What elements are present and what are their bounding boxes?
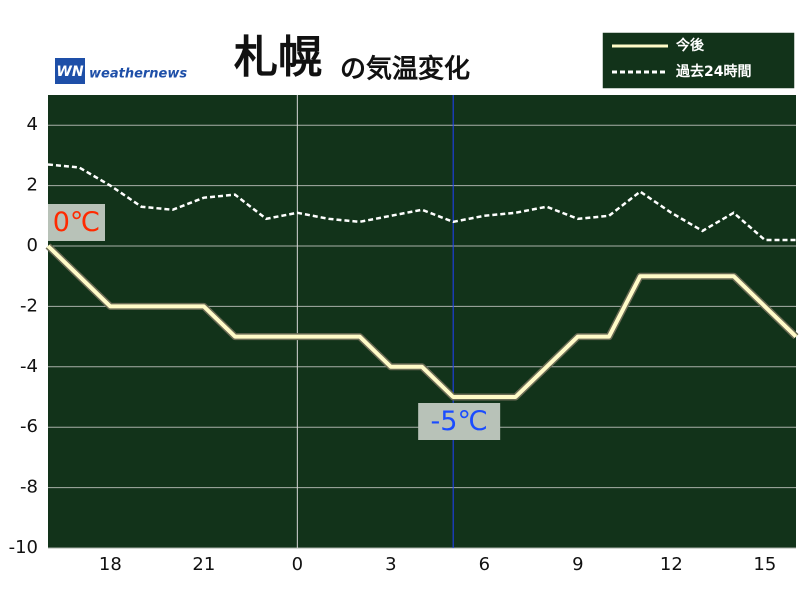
logo-mark: WN	[56, 64, 83, 80]
y-tick-label: -2	[20, 295, 38, 316]
y-tick-label: 4	[27, 114, 38, 135]
x-tick-label: 9	[572, 554, 583, 575]
y-tick-label: -10	[9, 537, 38, 558]
legend	[601, 31, 796, 90]
x-tick-label: 18	[99, 554, 122, 575]
x-tick-label: 6	[479, 554, 490, 575]
y-tick-label: -8	[20, 477, 38, 498]
annotation-label: 0℃	[53, 207, 101, 238]
x-tick-label: 21	[192, 554, 215, 575]
annotation-box	[418, 403, 501, 440]
chart-subtitle: の気温変化	[340, 54, 470, 85]
x-tick-label: 12	[660, 554, 683, 575]
y-tick-label: 2	[27, 175, 38, 196]
x-tick-label: 3	[385, 554, 396, 575]
series-line	[47, 163, 796, 242]
logo-box	[55, 58, 85, 84]
x-tick-label: 0	[292, 554, 303, 575]
y-tick-label: -6	[20, 416, 38, 437]
y-tick-label: 0	[27, 235, 38, 256]
x-tick-label: 15	[753, 554, 776, 575]
series-line	[46, 244, 798, 399]
logo-text: weathernews	[89, 67, 187, 82]
legend-label: 今後	[675, 37, 705, 54]
plot-area	[48, 95, 796, 548]
chart-title: 札幌	[234, 32, 322, 83]
legend-label: 過去24時間	[675, 63, 751, 80]
logo: WN weathernews	[55, 58, 187, 84]
legend-box	[601, 31, 796, 90]
annotation-box	[48, 204, 105, 241]
annotation-label: -5℃	[431, 406, 488, 437]
y-tick-label: -4	[20, 356, 38, 377]
